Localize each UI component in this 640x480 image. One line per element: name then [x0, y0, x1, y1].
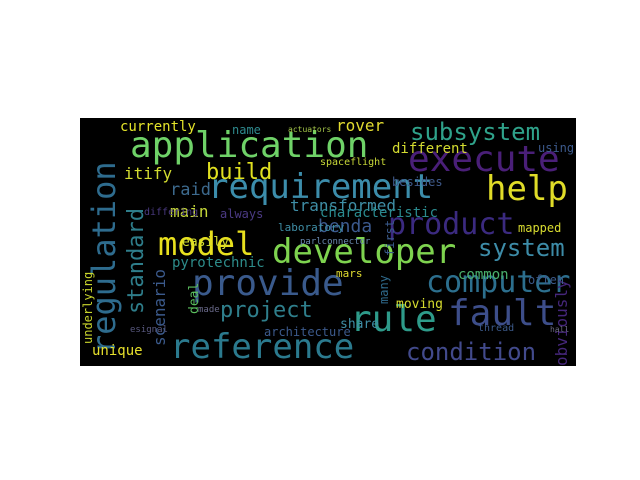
word-name: name [232, 123, 261, 137]
word-spaceflight: spaceflight [320, 157, 387, 168]
word-using: using [538, 141, 575, 155]
word-often: often [528, 273, 565, 287]
word-system: system [478, 234, 565, 262]
word-requirement: requirement [208, 167, 434, 207]
word-currently: currently [120, 119, 196, 135]
word-itify: itify [124, 164, 173, 183]
word-characteristic: characteristic [320, 205, 439, 221]
word-subsystem: subsystem [410, 118, 541, 146]
word-obviously: obviously [552, 279, 571, 366]
word-different: different [392, 141, 468, 157]
word-common: common [458, 267, 509, 283]
word-first: first [383, 219, 397, 256]
word-esignal: esignal [130, 325, 168, 335]
word-developer: developer [272, 232, 457, 272]
word-fault: fault [448, 293, 557, 334]
word-pyrotechnic: pyrotechnic [172, 255, 265, 271]
word-unique: unique [92, 343, 143, 359]
word-besides: besides [392, 175, 443, 189]
word-rule: rule [350, 299, 437, 340]
word-project: project [220, 298, 313, 323]
word-many: many [377, 275, 391, 304]
word-share: share [340, 317, 380, 332]
word-model: model [158, 225, 255, 263]
word-laboratory: laboratory [278, 221, 345, 234]
word-standard: standard [124, 208, 149, 314]
word-always: always [220, 207, 264, 221]
word-application: application [130, 125, 369, 166]
word-main: main [170, 202, 209, 221]
word-reference: reference [170, 327, 355, 366]
word-benda: benda [318, 216, 373, 237]
word-moving: moving [396, 297, 443, 312]
word-raid: raid [170, 180, 211, 200]
word-thread: thread [478, 323, 515, 334]
word-made: made [198, 305, 220, 315]
word-parlconnector: parlconnector [300, 237, 371, 247]
word-easily: easily [182, 235, 229, 250]
word-architecture: architecture [264, 325, 351, 339]
word-actuators: actuators [288, 125, 332, 134]
word-transformed: transformed [290, 196, 396, 215]
word-rover: rover [336, 118, 385, 135]
word-hall: hall [550, 325, 570, 334]
word-execute: execute [408, 139, 560, 180]
word-cloud: application requirement developer execut… [80, 118, 576, 366]
word-provide: provide [192, 263, 344, 304]
word-underlying: underlying [81, 271, 95, 344]
word-mapped: mapped [518, 221, 562, 235]
word-computer: computer [426, 265, 571, 300]
word-condition: condition [406, 338, 537, 366]
word-build: build [206, 160, 273, 185]
word-differing: differing [144, 207, 199, 218]
word-mars: mars [336, 267, 363, 280]
word-help: help [486, 169, 568, 209]
word-product: product [388, 207, 515, 242]
